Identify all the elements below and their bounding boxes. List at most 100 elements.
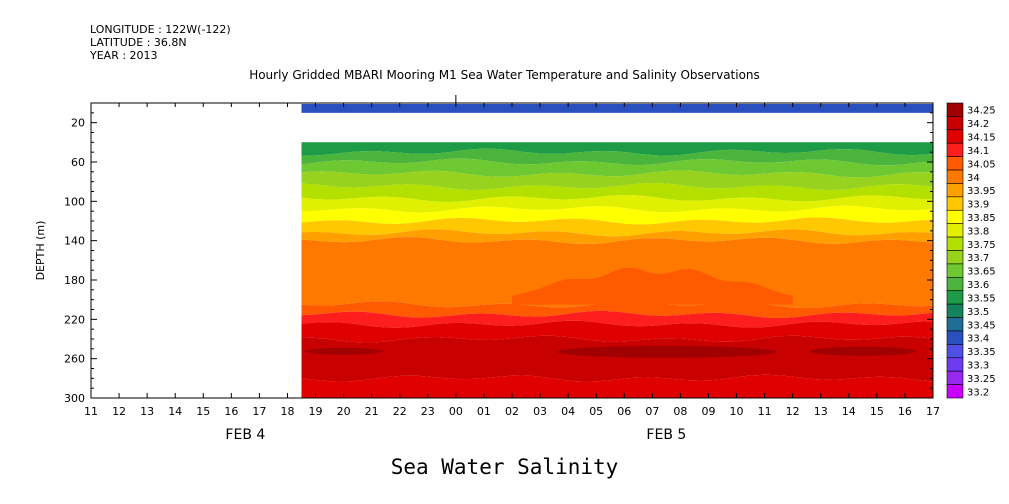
x-tick-label: 15 — [196, 405, 210, 418]
colorbar-label: 34 — [967, 173, 980, 184]
salinity-band — [301, 205, 933, 225]
salinity-band — [301, 320, 933, 343]
latitude-label: LATITUDE : 36.8N — [90, 36, 187, 49]
variable-title: Sea Water Salinity — [390, 455, 619, 479]
colorbar-label: 33.45 — [967, 320, 996, 331]
colorbar-swatch — [946, 250, 964, 265]
colorbar-swatch — [946, 142, 964, 157]
x-tick-label: 10 — [730, 405, 744, 418]
x-tick-label: 17 — [926, 405, 940, 418]
date-label: FEB 5 — [646, 427, 686, 443]
x-tick-label: 01 — [477, 405, 491, 418]
salinity-feature — [304, 347, 383, 355]
colorbar-swatch — [946, 223, 964, 238]
x-tick-label: 14 — [168, 405, 182, 418]
x-tick-label: 02 — [505, 405, 519, 418]
x-tick-label: 22 — [393, 405, 407, 418]
x-tick-label: 11 — [84, 405, 98, 418]
y-tick-label: 140 — [64, 235, 85, 248]
x-tick-label: 19 — [309, 405, 323, 418]
chart-title: Hourly Gridded MBARI Mooring M1 Sea Wate… — [249, 68, 760, 82]
colorbar-label: 34.1 — [967, 146, 989, 157]
y-tick-label: 260 — [64, 353, 85, 366]
salinity-band — [301, 195, 933, 213]
y-tick-label: 300 — [64, 392, 85, 405]
x-tick-label: 13 — [140, 405, 154, 418]
colorbar-label: 34.15 — [967, 133, 996, 144]
colorbar-label: 34.05 — [967, 159, 996, 170]
year-label: YEAR : 2013 — [90, 49, 158, 62]
x-tick-label: 07 — [645, 405, 659, 418]
colorbar-swatch — [946, 330, 964, 345]
x-tick-label: 08 — [673, 405, 687, 418]
x-tick-label: 11 — [758, 405, 772, 418]
colorbar-label: 33.75 — [967, 240, 996, 251]
x-tick-label: 03 — [533, 405, 547, 418]
y-axis-label: DEPTH (m) — [34, 221, 47, 281]
colorbar-swatch — [946, 277, 964, 292]
salinity-band — [301, 310, 933, 328]
salinity-band — [301, 158, 933, 178]
colorbar-swatch — [946, 169, 964, 184]
y-tick-label: 60 — [71, 156, 85, 169]
colorbar-label: 33.9 — [967, 200, 989, 211]
colorbar-swatch — [946, 370, 964, 385]
salinity-band — [301, 217, 933, 237]
colorbar-label: 34.2 — [967, 119, 989, 130]
colorbar-swatch — [946, 196, 964, 211]
colorbar-swatch — [946, 129, 964, 144]
colorbar-label: 33.85 — [967, 213, 996, 224]
colorbar-label: 33.6 — [967, 280, 989, 291]
colorbar-label: 33.7 — [967, 253, 989, 264]
colorbar-label: 34.25 — [967, 106, 996, 117]
colorbar-swatch — [946, 263, 964, 278]
colorbar-label: 33.35 — [967, 347, 996, 358]
colorbar-label: 33.55 — [967, 293, 996, 304]
x-tick-label: 21 — [365, 405, 379, 418]
salinity-feature — [809, 346, 917, 356]
x-tick-label: 16 — [898, 405, 912, 418]
x-tick-label: 06 — [617, 405, 631, 418]
colorbar-swatch — [946, 317, 964, 332]
x-tick-label: 13 — [814, 405, 828, 418]
x-tick-label: 12 — [786, 405, 800, 418]
colorbar-swatch — [946, 384, 964, 399]
longitude-label: LONGITUDE : 122W(-122) — [90, 23, 231, 36]
x-tick-label: 04 — [561, 405, 575, 418]
salinity-band — [301, 183, 933, 202]
colorbar-swatch — [946, 156, 964, 171]
colorbar-swatch — [946, 290, 964, 305]
salinity-top-bin — [301, 103, 933, 113]
x-tick-label: 17 — [252, 405, 266, 418]
y-tick-label: 20 — [71, 117, 85, 130]
x-tick-label: 14 — [842, 405, 856, 418]
salinity-feature — [556, 345, 776, 358]
colorbar-swatch — [946, 209, 964, 224]
y-tick-label: 100 — [64, 195, 85, 208]
y-tick-label: 220 — [64, 313, 85, 326]
x-tick-label: 15 — [870, 405, 884, 418]
colorbar-label: 33.3 — [967, 360, 989, 371]
x-tick-label: 09 — [701, 405, 715, 418]
x-tick-label: 23 — [421, 405, 435, 418]
salinity-band — [301, 374, 933, 398]
colorbar-label: 33.25 — [967, 374, 996, 385]
colorbar-swatch — [946, 344, 964, 359]
salinity-band — [301, 229, 933, 244]
x-tick-label: 05 — [589, 405, 603, 418]
x-tick-label: 16 — [224, 405, 238, 418]
salinity-band — [301, 142, 933, 156]
colorbar-label: 33.65 — [967, 267, 996, 278]
colorbar-swatch — [946, 102, 964, 117]
x-tick-label: 20 — [337, 405, 351, 418]
x-tick-label: 12 — [112, 405, 126, 418]
y-tick-label: 180 — [64, 274, 85, 287]
date-label: FEB 4 — [225, 427, 265, 443]
x-tick-label: 18 — [280, 405, 294, 418]
salinity-band — [301, 148, 933, 166]
salinity-band — [301, 301, 933, 318]
salinity-band — [301, 335, 933, 382]
colorbar-label: 33.8 — [967, 226, 989, 237]
colorbar-swatch — [946, 357, 964, 372]
